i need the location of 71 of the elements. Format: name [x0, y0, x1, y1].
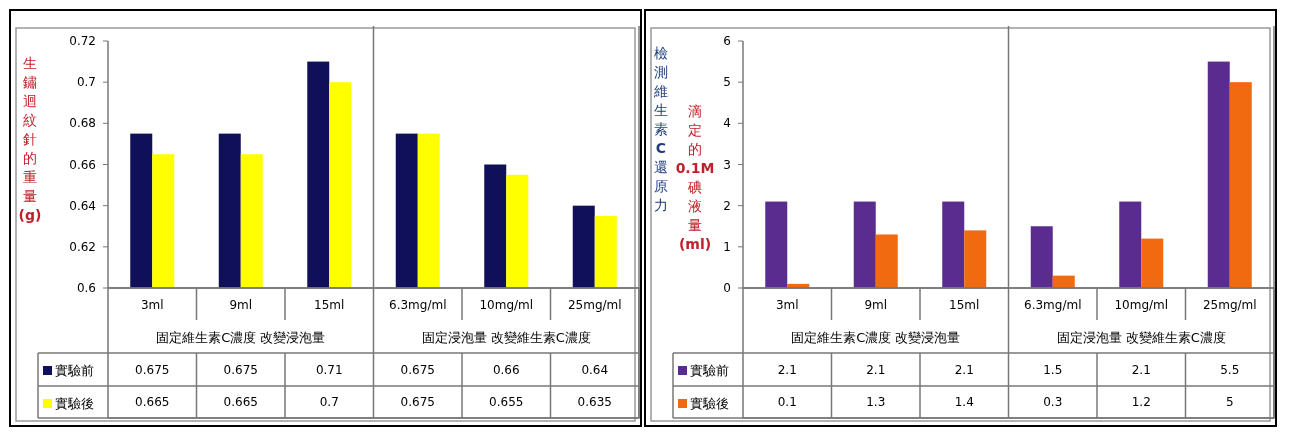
data-label: 0.66: [492, 363, 520, 377]
data-label: 5.5: [1220, 363, 1240, 377]
data-label: 0.675: [135, 363, 170, 377]
bar: [942, 201, 965, 288]
y-tick-label: 4: [723, 116, 731, 131]
y-tick-label: 0.66: [69, 157, 96, 172]
y-tick-label: 0: [723, 281, 731, 295]
y-tick-label: 0.62: [69, 239, 96, 254]
data-label: 0.64: [581, 363, 609, 377]
data-label: 0.655: [489, 395, 524, 409]
data-label: 0.7: [319, 395, 339, 409]
data-label: 5: [1225, 395, 1234, 409]
legend-label: 實驗後: [55, 396, 94, 411]
data-label: 1.4: [954, 395, 974, 409]
y-tick-label: 6: [723, 34, 731, 48]
bar: [875, 234, 898, 288]
bar: [1141, 238, 1164, 288]
data-label: 0.675: [223, 363, 258, 377]
data-label: 0.675: [400, 363, 435, 377]
legend-label: 實驗前: [690, 363, 729, 378]
legend-label: 實驗前: [55, 363, 94, 378]
x-tick-label: 25mg/ml: [567, 298, 622, 312]
legend-label: 實驗後: [690, 396, 729, 411]
data-label: 0.665: [223, 395, 258, 409]
data-label: 0.3: [1043, 395, 1063, 409]
text: 固定浸泡量 改變維生素C濃度: [421, 329, 591, 345]
text: 固定維生素C濃度 改變浸泡量: [156, 329, 326, 345]
y-tick-label: 0.68: [69, 116, 96, 131]
x-tick-label: 10mg/ml: [1114, 298, 1169, 312]
x-tick-label: 15ml: [314, 298, 345, 312]
y-tick-label: 1: [723, 239, 731, 254]
y-tick-label: 2: [723, 198, 731, 213]
text: 固定浸泡量 改變維生素C濃度: [1056, 329, 1226, 345]
data-label: 0.675: [400, 395, 435, 409]
bar: [1229, 82, 1252, 288]
x-tick-label: 10mg/ml: [479, 298, 534, 312]
data-label: 2.1: [1131, 363, 1151, 377]
y-tick-label: 0.72: [69, 34, 96, 48]
data-label: 0.635: [577, 395, 612, 409]
y-tick-label: 0.64: [69, 198, 96, 213]
data-label: 2.1: [954, 363, 974, 377]
data-label: 1.3: [866, 395, 886, 409]
bar: [765, 201, 788, 288]
x-tick-label: 9ml: [229, 298, 253, 312]
x-tick-label: 6.3mg/ml: [1024, 298, 1082, 312]
bar: [964, 230, 987, 288]
data-label: 1.2: [1131, 395, 1151, 409]
x-tick-label: 6.3mg/ml: [389, 298, 447, 312]
data-label: 0.665: [135, 395, 170, 409]
data-label: 0.71: [315, 363, 343, 377]
data-label: 0.1: [777, 395, 797, 409]
y-axis-title: 滴定的0.1M碘液量(ml): [675, 103, 715, 252]
data-label: 2.1: [777, 363, 797, 377]
y-tick-label: 5: [723, 75, 731, 90]
data-label: 2.1: [866, 363, 886, 377]
text: 固定維生素C濃度 改變浸泡量: [791, 329, 961, 345]
x-tick-label: 3ml: [140, 298, 164, 312]
x-tick-label: 3ml: [775, 298, 799, 312]
y-tick-label: 0.6: [76, 281, 96, 295]
bar: [1207, 61, 1230, 288]
text: 生鏽迴紋針的重量(g): [18, 55, 42, 223]
x-tick-label: 25mg/ml: [1202, 298, 1257, 312]
text: 檢測維生素C還原力: [654, 45, 668, 213]
bar: [1030, 226, 1053, 288]
x-tick-label: 15ml: [949, 298, 980, 312]
x-tick-label: 9ml: [864, 298, 888, 312]
bar: [853, 201, 876, 288]
data-label: 1.5: [1043, 363, 1063, 377]
y-tick-label: 0.7: [76, 75, 96, 90]
bar: [1119, 201, 1142, 288]
y-tick-label: 3: [723, 157, 731, 172]
